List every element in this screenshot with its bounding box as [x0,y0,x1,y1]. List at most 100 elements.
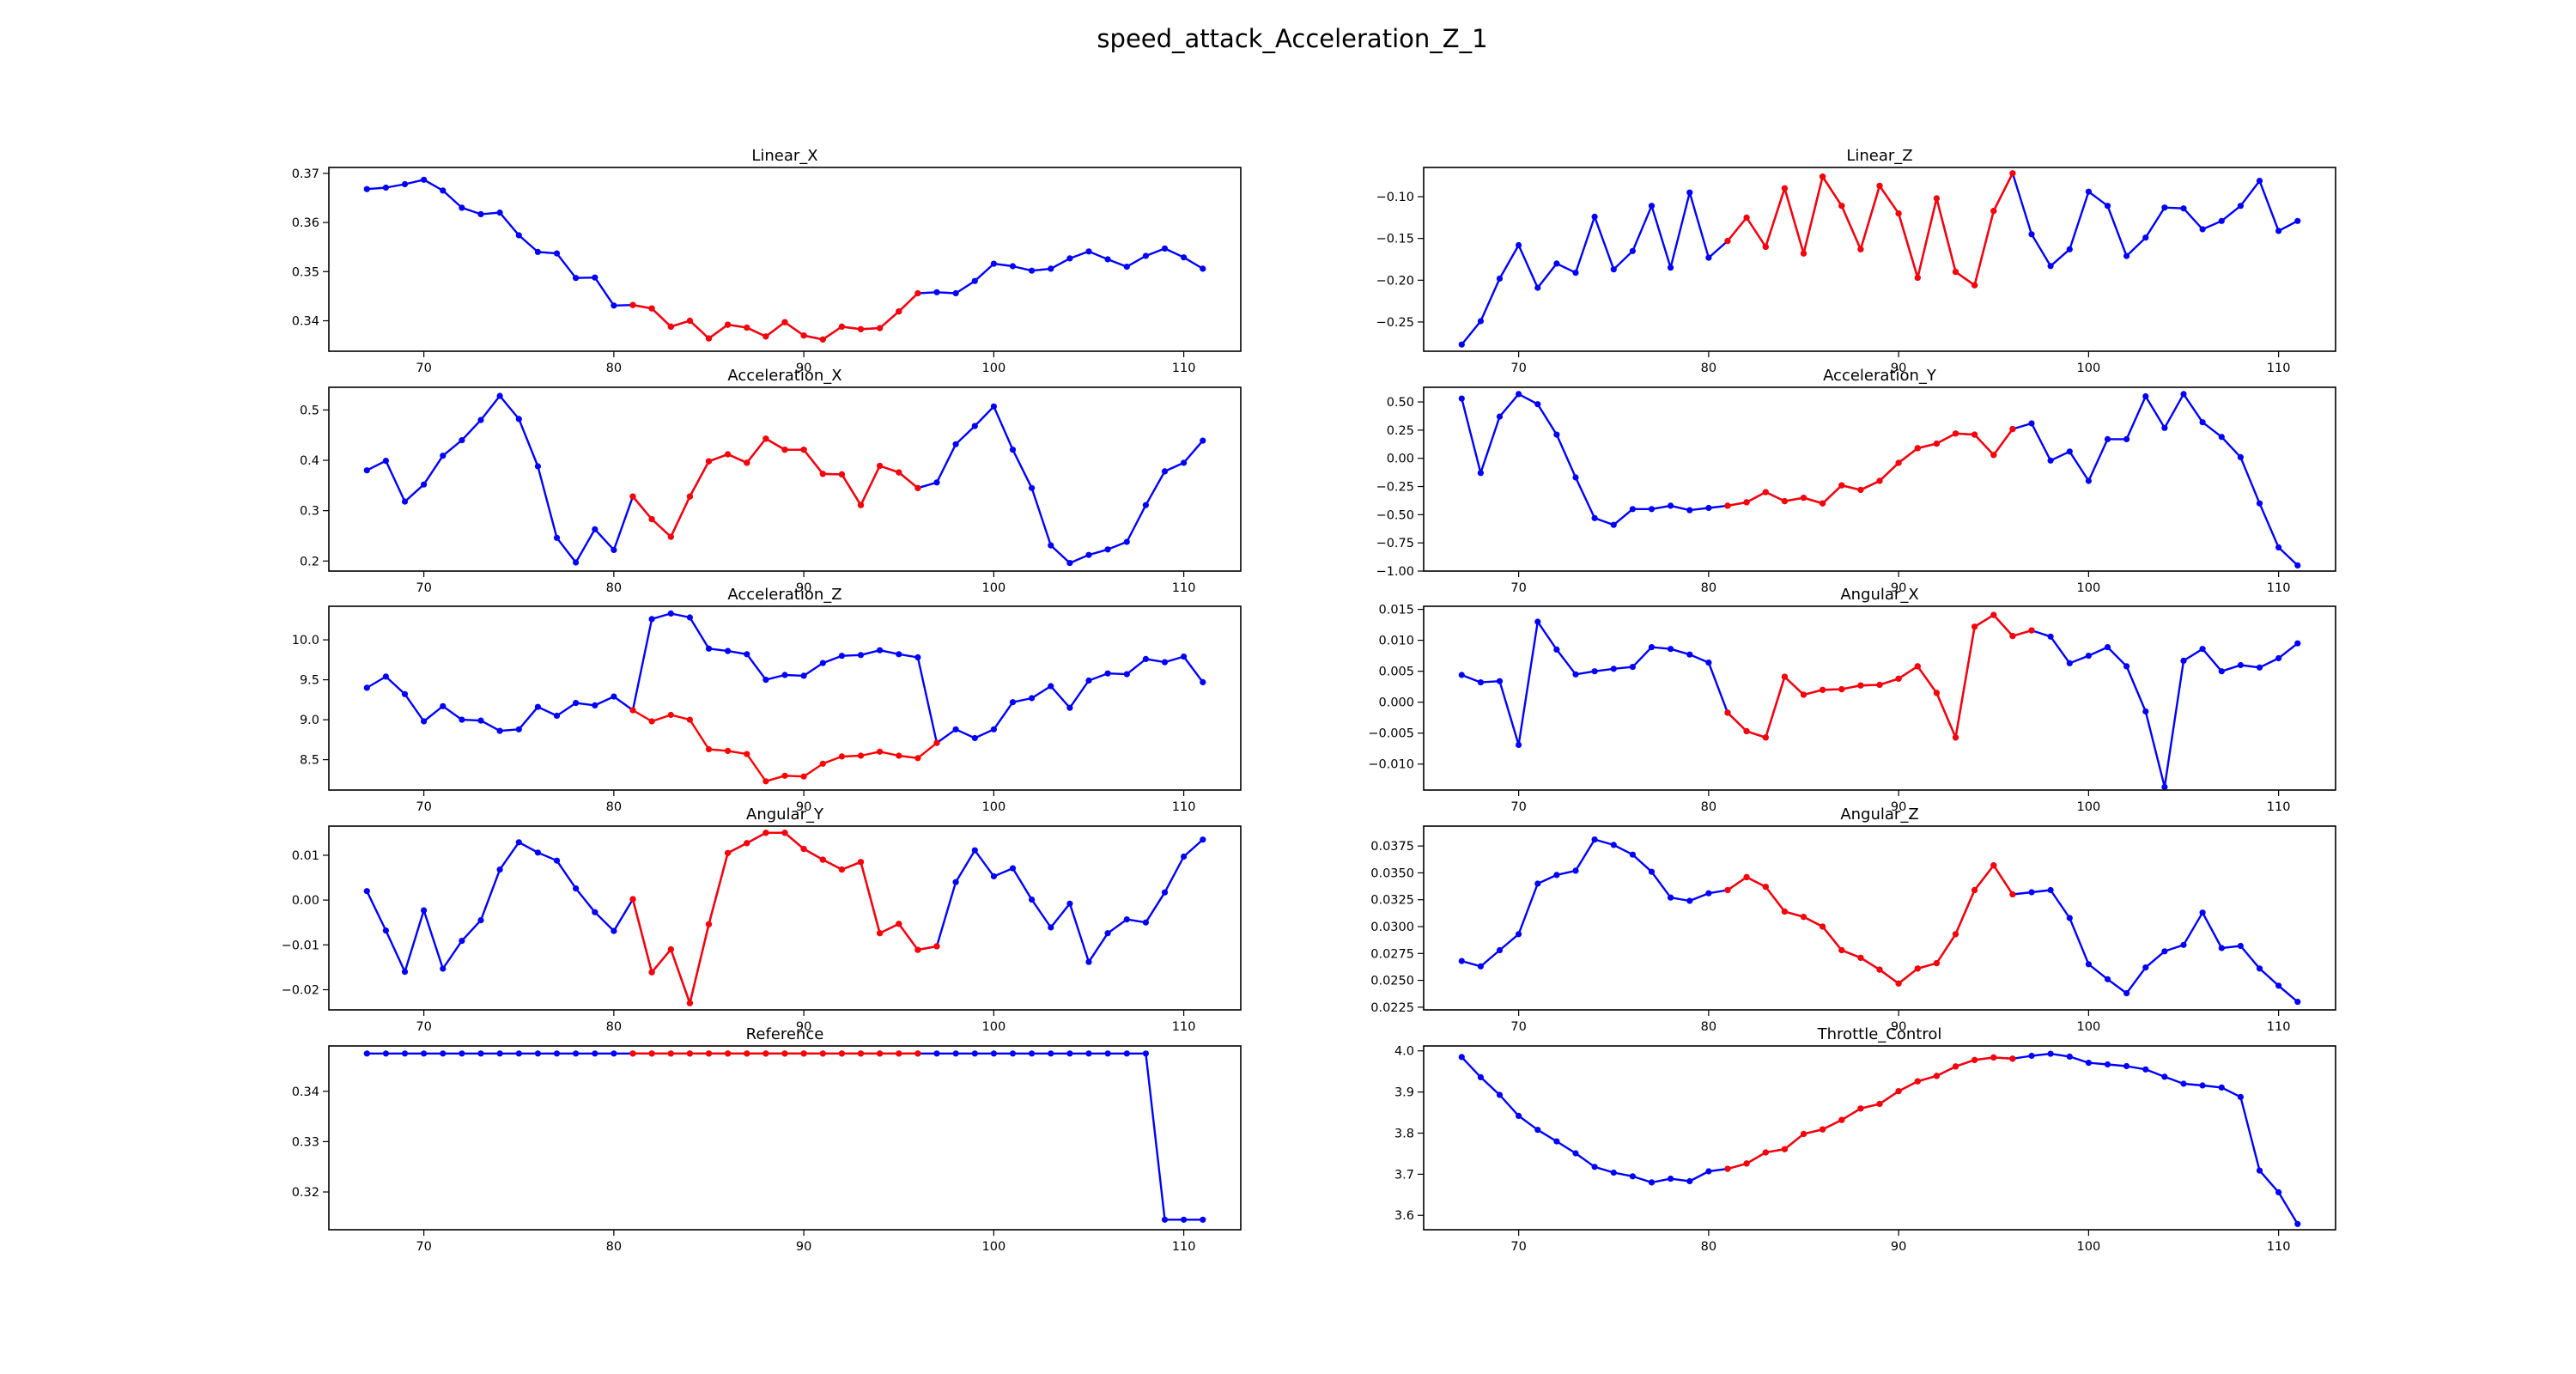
data-point-original [363,467,370,474]
data-point-original [1534,880,1541,887]
data-point-original [2218,1084,2225,1091]
data-point-original [2142,1066,2149,1073]
data-point-original [477,917,484,924]
data-point-original [1534,1127,1541,1134]
data-point-original [1048,1050,1054,1057]
data-point-original [2199,909,2206,916]
y-tick-label: 0.000 [1378,696,1414,710]
data-point-original [1029,484,1036,491]
data-point-attack [1781,673,1788,680]
data-point-original [1085,677,1092,684]
data-point-original [2237,942,2244,950]
subplot-title: Angular_X [1840,586,1918,604]
data-point-attack [1876,1100,1883,1108]
data-point-attack [1743,1160,1750,1167]
data-point-original [1516,391,1522,398]
data-point-attack [1762,734,1769,741]
data-point-original [2104,1061,2111,1068]
y-tick-label: −1.00 [1376,565,1414,579]
data-point-attack [1762,1149,1769,1156]
data-point-original [2047,886,2054,894]
data-point-original [1200,437,1206,444]
data-point-original [725,647,732,654]
x-tick-label: 70 [416,1020,431,1034]
data-point-original [686,614,694,621]
y-tick-label: 0.5 [300,404,319,417]
axes-frame [1423,605,2336,791]
data-point-original [1516,241,1522,249]
data-point-attack [914,1050,921,1057]
series-line-attack [1727,428,2014,508]
data-point-original [2123,990,2130,997]
data-point-attack [857,325,865,332]
data-point-attack [1952,430,1959,437]
y-tick-label: 9.0 [300,714,319,727]
data-point-attack [1800,1130,1807,1138]
data-point-original [990,872,997,880]
data-point-original [1142,252,1149,259]
x-tick-label: 80 [606,1020,622,1034]
data-point-original [838,653,846,660]
data-point-original [1572,270,1579,277]
y-tick-label: 0.0225 [1370,1001,1414,1015]
series-line-attack [632,708,938,782]
data-point-original [1534,401,1541,408]
data-point-original [971,847,978,854]
data-point-original [1123,671,1130,678]
data-point-attack [896,308,902,315]
data-point-original [459,1050,465,1057]
x-tick-label: 100 [2077,800,2101,814]
y-tick-label: 0.33 [292,1135,319,1149]
data-point-original [1648,1179,1656,1186]
y-tick-label: 0.010 [1378,635,1414,648]
data-point-original [952,726,959,733]
subplot-linear-z: Linear_Z 70 80 90 100 110 −0.25 −0.20 −0.15 −0.10 [1376,147,2336,375]
y-tick-label: 0.32 [292,1186,319,1200]
data-point-attack [1838,482,1845,489]
data-point-attack [1838,686,1845,693]
data-point-attack [1876,477,1883,484]
axes-frame [328,167,1242,352]
data-point-original [1048,542,1054,549]
data-point-original [421,176,428,183]
data-point-original [1142,502,1149,508]
data-point-original [933,479,940,486]
data-point-attack [857,752,865,759]
data-point-original [1066,255,1073,262]
series-attack [629,289,921,343]
data-point-original [1629,247,1636,254]
data-point-original [1066,1050,1073,1057]
data-point-attack [648,516,655,523]
y-tick-label: 0.50 [1387,396,1414,410]
y-tick-label: 0.25 [1387,424,1414,438]
data-point-attack [2009,1055,2016,1062]
data-point-attack [648,969,655,976]
data-point-original [1123,264,1130,271]
data-point-original [1181,459,1188,466]
data-point-attack [1895,1088,1902,1095]
data-point-attack [629,1050,636,1057]
y-tick-label: 0.0275 [1370,947,1414,961]
data-point-original [477,210,484,217]
y-tick-label: 3.9 [1394,1086,1414,1100]
data-point-original [1572,474,1579,481]
series-line-original [1461,172,2299,345]
subplot-title: Acceleration_X [727,367,841,385]
data-point-original [611,302,617,309]
data-point-original [2294,217,2301,224]
data-point-original [2104,203,2111,210]
data-point-attack [1952,931,1959,938]
data-point-original [952,879,959,885]
data-point-attack [914,289,921,297]
subplot-title: Acceleration_Z [727,586,841,604]
data-point-original [1104,930,1111,937]
data-point-attack [914,755,921,762]
data-point-attack [705,1050,713,1057]
y-tick-label: −0.02 [282,984,319,998]
data-point-original [1009,447,1017,453]
data-point-original [1458,395,1465,402]
data-point-original [1048,924,1054,931]
data-point-original [2161,948,2168,955]
data-point-original [1648,868,1656,875]
x-tick-label: 110 [2267,581,2291,595]
